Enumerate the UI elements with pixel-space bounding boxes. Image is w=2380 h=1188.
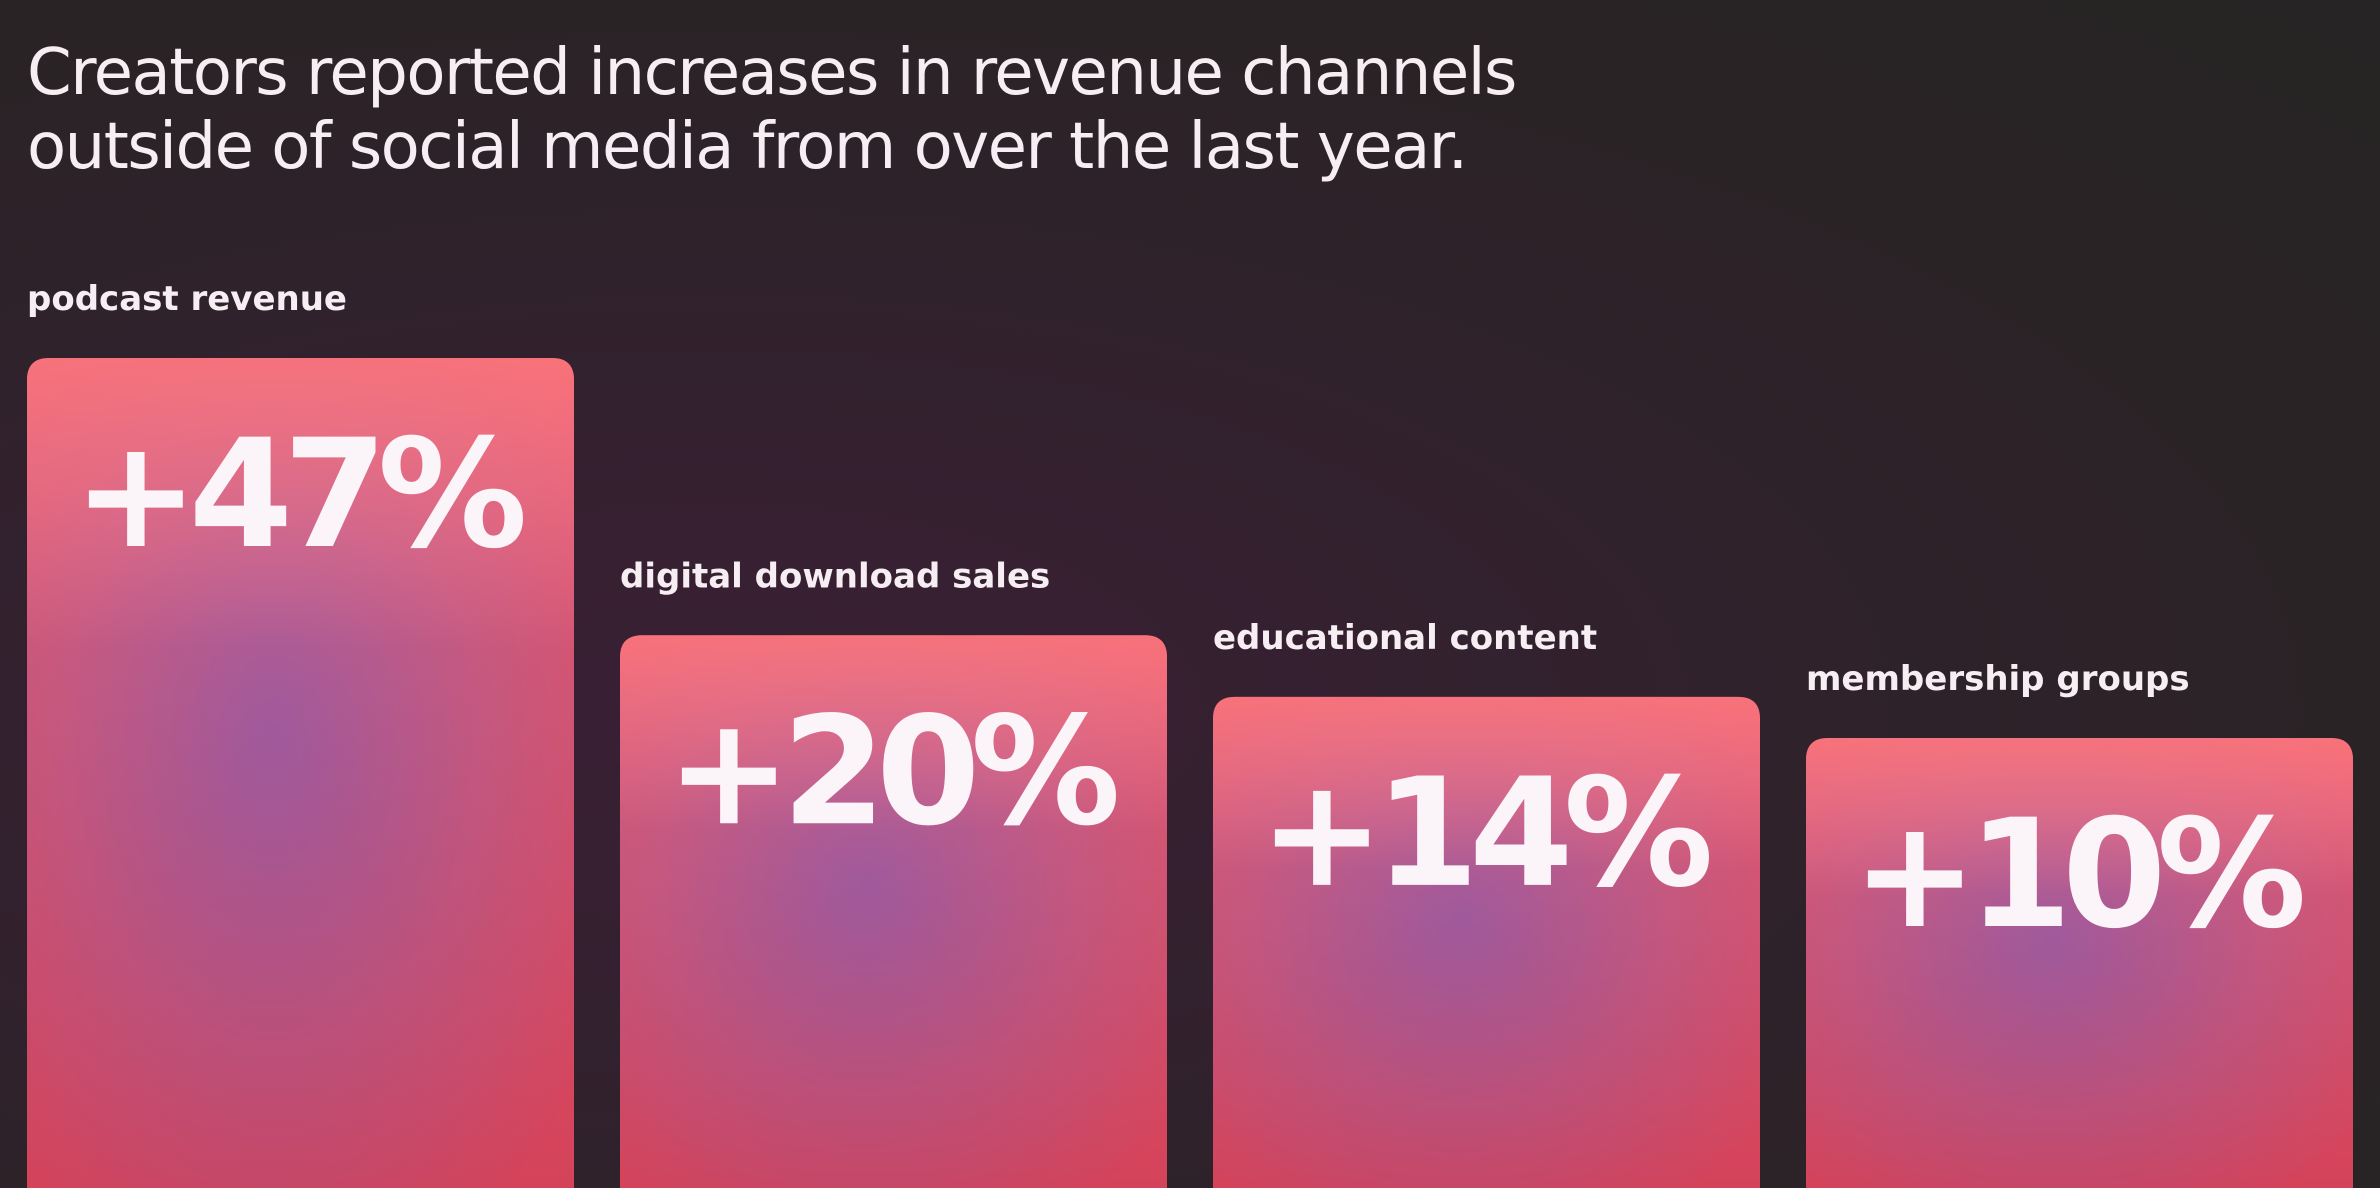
value-label: +47% (73, 408, 523, 582)
bar-glow (27, 358, 574, 1188)
chart-title: Creators reported increases in revenue c… (27, 36, 1517, 184)
bar-glow (620, 635, 1167, 1188)
value-label: +20% (666, 685, 1116, 859)
bar-glow (1213, 696, 1760, 1188)
value-label: +10% (1852, 788, 2302, 962)
category-label: educational content (1213, 618, 1597, 658)
bar-glow (1806, 738, 2353, 1188)
value-label: +14% (1259, 747, 1709, 921)
category-label: digital download sales (620, 556, 1050, 596)
category-label: podcast revenue (27, 279, 347, 319)
category-label: membership groups (1806, 659, 2190, 699)
